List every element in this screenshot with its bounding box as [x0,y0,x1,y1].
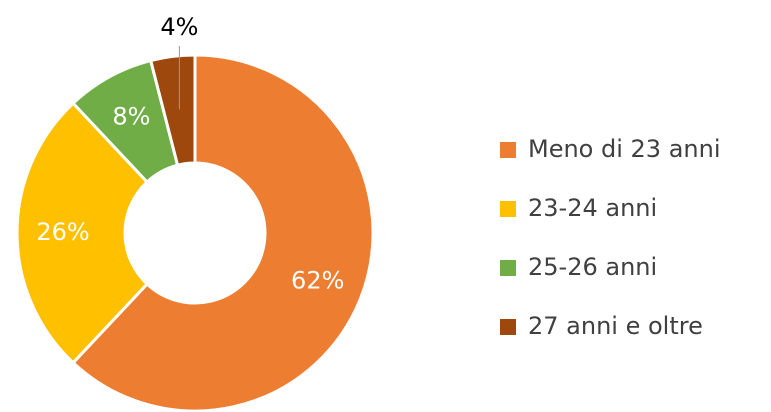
legend-label: 27 anni e oltre [528,312,703,340]
legend-swatch [500,319,516,335]
legend-swatch [500,260,516,276]
data-label: 62% [291,267,344,295]
data-label: 26% [36,218,89,246]
slice [15,101,150,365]
slice [148,53,197,168]
data-label: 4% [160,13,198,41]
legend-label: 25-26 anni [528,253,657,281]
legend-label: 23-24 anni [528,194,657,222]
legend-label: Meno di 23 anni [528,135,721,163]
slice [71,53,375,412]
legend-swatch [500,142,516,158]
legend-swatch [500,201,516,217]
data-label: 8% [112,102,150,130]
